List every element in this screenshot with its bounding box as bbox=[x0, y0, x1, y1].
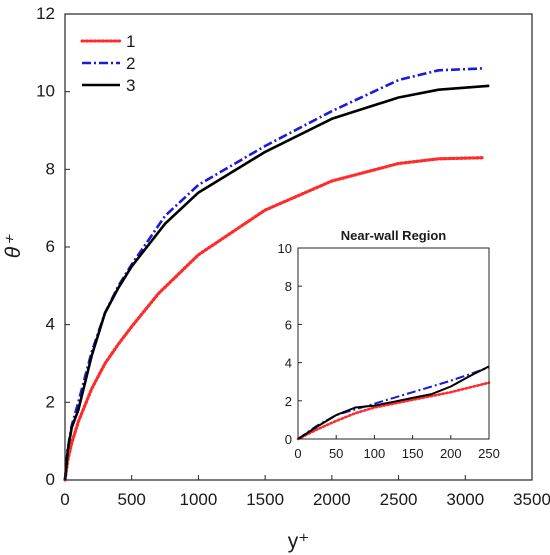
inset-ticks: 0 50 100 150 200 250 0 2 4 6 8 10 bbox=[278, 241, 500, 461]
inset-title: Near-wall Region bbox=[341, 228, 447, 243]
main-x-tick-label: 1500 bbox=[246, 490, 284, 509]
main-y-tick-label: 0 bbox=[46, 470, 55, 489]
inset-x-tick-label: 250 bbox=[478, 446, 500, 461]
inset-x-tick-label: 100 bbox=[364, 446, 386, 461]
x-axis-label: y⁺ bbox=[288, 530, 310, 553]
inset-plot-frame bbox=[297, 247, 490, 440]
inset-y-tick-label: 10 bbox=[278, 241, 292, 256]
inset-x-tick-label: 200 bbox=[440, 446, 462, 461]
inset-y-tick-label: 0 bbox=[285, 432, 292, 447]
main-x-tick-label: 0 bbox=[60, 490, 69, 509]
main-y-tick-label: 4 bbox=[46, 315, 55, 334]
legend-label-3: 3 bbox=[126, 76, 135, 95]
inset-y-tick-label: 8 bbox=[285, 279, 292, 294]
main-x-tick-label: 2000 bbox=[313, 490, 351, 509]
main-y-tick-label: 10 bbox=[36, 82, 55, 101]
legend-label-2: 2 bbox=[126, 54, 135, 73]
main-series-1-line bbox=[63, 156, 485, 482]
y-axis-label: θ⁺ bbox=[2, 234, 25, 258]
main-series-3-line bbox=[63, 84, 490, 481]
inset-y-tick-label: 4 bbox=[285, 356, 292, 371]
legend-label-1: 1 bbox=[126, 32, 135, 51]
inset-series-3-line bbox=[297, 365, 490, 440]
main-y-tick-label: 12 bbox=[36, 4, 55, 23]
main-x-tick-label: 500 bbox=[118, 490, 146, 509]
main-y-tick-label: 2 bbox=[46, 392, 55, 411]
inset-axes: 0 50 100 150 200 250 0 2 4 6 8 10 Near-wall Region bbox=[254, 224, 503, 463]
main-x-tick-label: 2500 bbox=[380, 490, 418, 509]
inset-x-tick-label: 150 bbox=[402, 446, 424, 461]
main-x-tick-label: 1000 bbox=[180, 490, 218, 509]
inset-series-1-line bbox=[296, 381, 491, 441]
main-y-tick-label: 6 bbox=[46, 237, 55, 256]
inset-y-tick-label: 6 bbox=[285, 317, 292, 332]
legend: 1 2 3 bbox=[80, 32, 135, 95]
inset-y-tick-label: 2 bbox=[285, 394, 292, 409]
main-y-tick-label: 8 bbox=[46, 159, 55, 178]
inset-x-tick-label: 0 bbox=[294, 446, 301, 461]
main-series-group bbox=[63, 67, 490, 482]
inset-background bbox=[254, 224, 503, 463]
inset-series-group bbox=[296, 365, 491, 441]
inset-x-tick-label: 50 bbox=[329, 446, 343, 461]
main-x-tick-label: 3000 bbox=[446, 490, 484, 509]
main-x-tick-label: 3500 bbox=[513, 490, 550, 509]
